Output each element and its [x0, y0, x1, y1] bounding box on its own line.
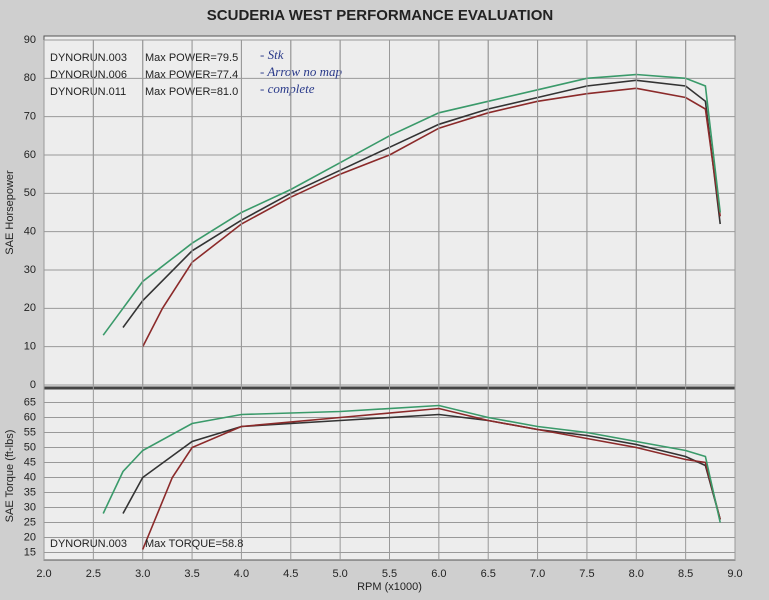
y-tick-label: 20	[24, 531, 36, 543]
y-tick-label: 30	[24, 264, 36, 276]
x-tick-label: 8.0	[629, 568, 644, 580]
series-line	[102, 404, 721, 523]
y-tick-label: 45	[24, 456, 36, 468]
y-tick-label: 65	[24, 396, 36, 408]
x-axis-label: RPM (x1000)	[357, 581, 422, 593]
x-tick-label: 4.5	[283, 568, 298, 580]
x-tick-label: 5.0	[332, 568, 347, 580]
legend-name: DYNORUN.006	[50, 69, 127, 81]
x-tick-label: 2.5	[86, 568, 101, 580]
y-tick-label: 50	[24, 187, 36, 199]
chart-title: SCUDERIA WEST PERFORMANCE EVALUATION	[207, 7, 553, 24]
x-tick-label: 8.5	[678, 568, 693, 580]
x-tick-label: 5.5	[382, 568, 397, 580]
y-tick-label: 55	[24, 426, 36, 438]
y-axis-label: SAE Torque (ft-lbs)	[4, 430, 16, 523]
x-tick-label: 6.5	[481, 568, 496, 580]
legend-value: Max TORQUE=58.8	[145, 538, 243, 550]
y-tick-label: 80	[24, 72, 36, 84]
y-tick-label: 40	[24, 471, 36, 483]
y-tick-label: 70	[24, 111, 36, 123]
y-tick-label: 25	[24, 516, 36, 528]
y-tick-label: 15	[24, 546, 36, 558]
y-tick-label: 10	[24, 341, 36, 353]
x-tick-label: 6.0	[431, 568, 446, 580]
legend-name: DYNORUN.003	[50, 52, 127, 64]
series-line	[141, 407, 721, 550]
x-tick-label: 3.5	[184, 568, 199, 580]
y-tick-label: 60	[24, 411, 36, 423]
y-tick-label: 60	[24, 149, 36, 161]
y-tick-label: 20	[24, 302, 36, 314]
x-tick-label: 7.5	[579, 568, 594, 580]
x-tick-label: 9.0	[727, 568, 742, 580]
legend-name: DYNORUN.011	[50, 86, 126, 98]
y-tick-label: 30	[24, 501, 36, 513]
y-tick-label: 35	[24, 486, 36, 498]
y-axis-label: SAE Horsepower	[4, 170, 16, 255]
annotation: - Stk	[260, 47, 284, 62]
x-tick-label: 3.0	[135, 568, 150, 580]
annotation: - Arrow no map	[260, 64, 342, 79]
series-line	[102, 73, 721, 336]
y-tick-label: 50	[24, 441, 36, 453]
legend-name: DYNORUN.003	[50, 538, 127, 550]
y-tick-label: 90	[24, 34, 36, 46]
x-tick-label: 2.0	[36, 568, 51, 580]
y-tick-label: 40	[24, 226, 36, 238]
y-tick-label: 0	[30, 379, 36, 391]
annotation: - complete	[260, 81, 315, 96]
x-tick-label: 7.0	[530, 568, 545, 580]
x-tick-label: 4.0	[234, 568, 249, 580]
